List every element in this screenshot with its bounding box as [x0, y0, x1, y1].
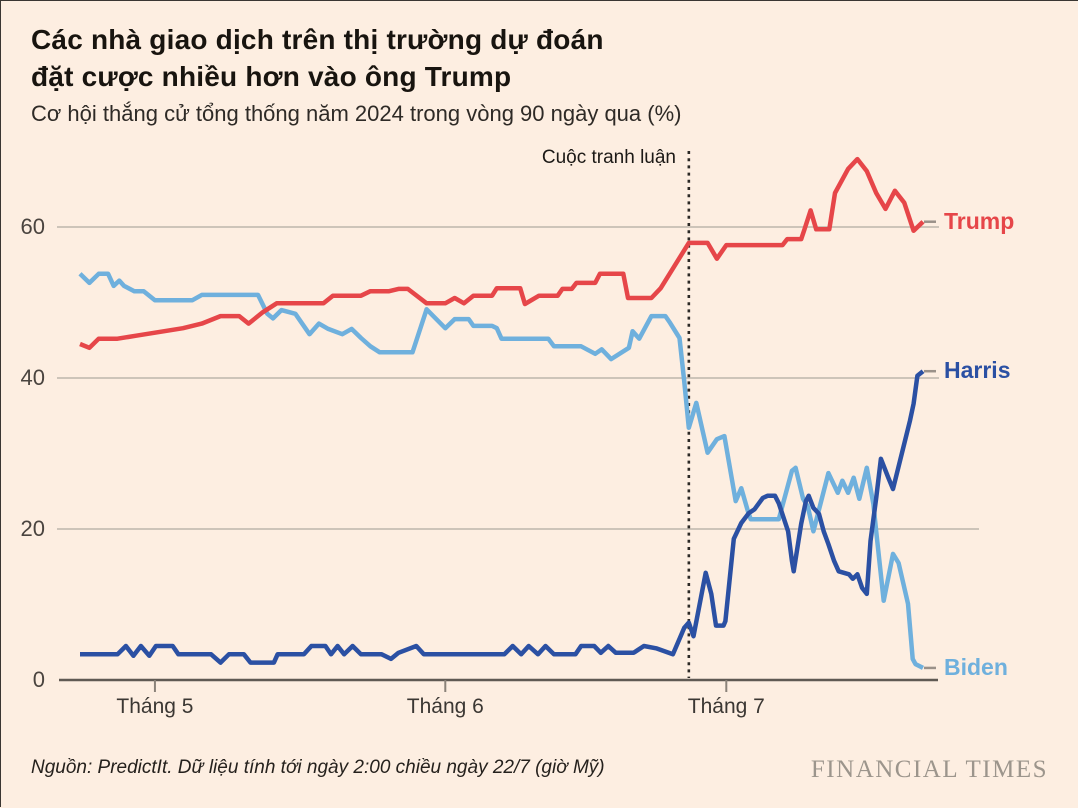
series-label-biden: Biden	[944, 653, 1008, 680]
series-label-trump: Trump	[944, 207, 1015, 234]
y-axis-tick-60: 60	[20, 214, 45, 239]
chart-title: Các nhà giao dịch trên thị trường dự đoá…	[31, 21, 604, 95]
line-biden	[78, 271, 925, 670]
source-note: Nguồn: PredictIt. Dữ liệu tính tới ngày …	[31, 757, 605, 778]
chart-title-line1: Các nhà giao dịch trên thị trường dự đoá…	[31, 24, 604, 55]
chart-subtitle: Cơ hội thắng cử tổng thống năm 2024 tron…	[31, 101, 682, 126]
line-harris	[80, 369, 925, 665]
y-axis-tick-20: 20	[20, 516, 45, 541]
x-axis-tick-may: Tháng 5	[116, 695, 194, 718]
series-label-harris: Harris	[944, 357, 1011, 384]
y-axis-tick-40: 40	[20, 365, 45, 390]
chart-title-line2: đặt cược nhiều hơn vào ông Trump	[31, 61, 512, 92]
x-axis-tick-june: Tháng 6	[406, 695, 484, 718]
x-axis-tick-july: Tháng 7	[687, 695, 765, 718]
financial-times-logo: FINANCIAL TIMES	[810, 756, 1048, 783]
debate-annotation-label: Cuộc tranh luận	[541, 147, 676, 168]
line-trump	[79, 156, 925, 351]
y-axis-tick-0: 0	[32, 667, 45, 692]
